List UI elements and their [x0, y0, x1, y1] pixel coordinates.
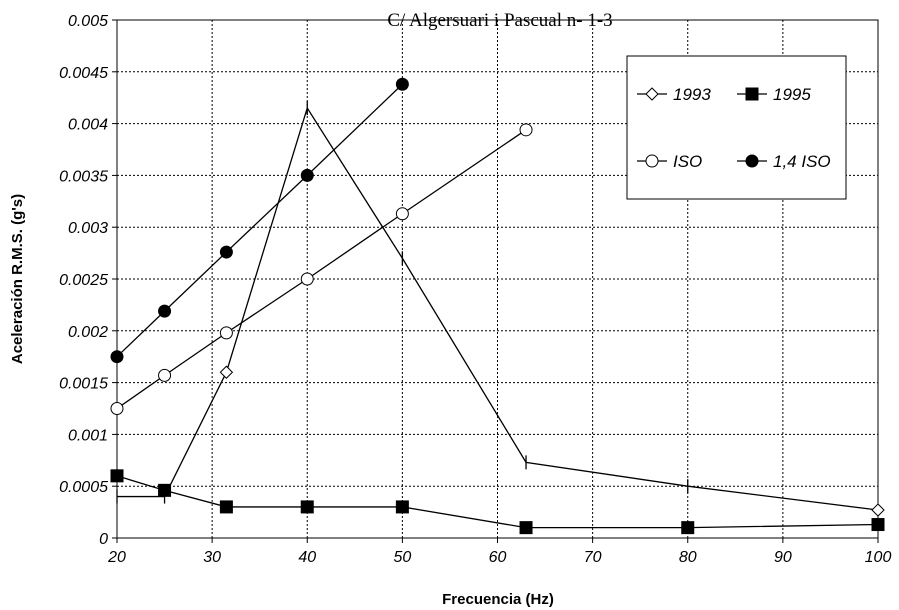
series-line	[116, 475, 879, 529]
y-tick-label: 0.003	[68, 220, 108, 237]
marker-square	[395, 500, 409, 514]
marker-circle-filled	[219, 245, 233, 259]
x-axis: 20 30 40 50 60 70 80 90 100	[107, 538, 891, 566]
series-1993	[116, 101, 885, 517]
legend: 1993 1995 ISO 1,4 ISO	[626, 55, 847, 200]
marker-circle-open	[395, 207, 409, 221]
marker-circle-open	[645, 154, 659, 168]
x-tick-label: 60	[489, 549, 507, 566]
marker-diamond	[871, 503, 885, 517]
legend-label: 1,4 ISO	[773, 152, 831, 171]
legend-label: 1995	[773, 85, 811, 104]
x-tick-label: 100	[865, 549, 892, 566]
marker-circle-filled	[110, 350, 124, 364]
marker-square	[219, 500, 233, 514]
marker-square	[745, 87, 759, 101]
marker-square	[300, 500, 314, 514]
legend-item: 1993	[637, 85, 711, 104]
marker-square	[110, 469, 124, 483]
marker-square	[871, 518, 885, 532]
series-iso	[110, 123, 533, 415]
marker-circle-filled	[300, 168, 314, 182]
x-tick-label: 50	[393, 549, 411, 566]
x-tick-label: 90	[774, 549, 792, 566]
y-tick-label: 0.005	[68, 13, 108, 30]
series-1-4-iso	[110, 77, 409, 364]
grid	[117, 20, 878, 538]
y-axis-title: Aceleración R.M.S. (g's)	[9, 194, 26, 364]
y-tick-label: 0.004	[68, 117, 108, 134]
series-layer	[110, 77, 885, 535]
marker-diamond	[219, 365, 234, 379]
y-axis: 0 0.0005 0.001 0.0015 0.002 0.0025 0.003 0.0035…	[59, 13, 117, 548]
x-tick-label: 80	[679, 549, 697, 566]
marker-square	[519, 521, 533, 535]
series-line	[116, 83, 403, 358]
y-tick-label: 0.0025	[59, 272, 108, 289]
x-tick-label: 40	[298, 549, 316, 566]
legend-item: ISO	[637, 152, 702, 171]
marker-circle-open	[219, 326, 233, 340]
marker-circle-open	[158, 368, 172, 382]
x-tick-label: 30	[203, 549, 221, 566]
marker-circle-open	[110, 402, 124, 415]
marker-circle-open	[519, 123, 533, 137]
marker-circle-filled	[395, 77, 409, 91]
y-tick-label: 0	[99, 531, 108, 548]
legend-box	[626, 55, 847, 200]
legend-item: 1,4 ISO	[737, 152, 831, 171]
y-tick-label: 0.0015	[59, 376, 108, 393]
y-tick-label: 0.0035	[59, 168, 108, 185]
legend-label: ISO	[673, 152, 702, 171]
series-line	[117, 106, 879, 511]
x-axis-title: Frecuencia (Hz)	[442, 591, 554, 608]
y-tick-label: 0.001	[68, 427, 108, 444]
marker-diamond	[645, 87, 659, 101]
marker-circle-open	[300, 272, 314, 286]
marker-square	[681, 521, 695, 535]
marker-square	[158, 483, 172, 497]
y-tick-label: 0.002	[68, 324, 108, 341]
legend-item: 1995	[737, 85, 811, 104]
x-tick-label: 20	[107, 549, 126, 566]
y-tick-label: 0.0005	[59, 479, 108, 496]
series-1995	[110, 469, 885, 535]
marker-circle-filled	[745, 154, 759, 168]
series-line	[116, 129, 527, 410]
y-tick-label: 0.0045	[59, 65, 108, 82]
marker-circle-filled	[158, 304, 172, 318]
legend-label: 1993	[673, 85, 711, 104]
x-tick-label: 70	[584, 549, 602, 566]
